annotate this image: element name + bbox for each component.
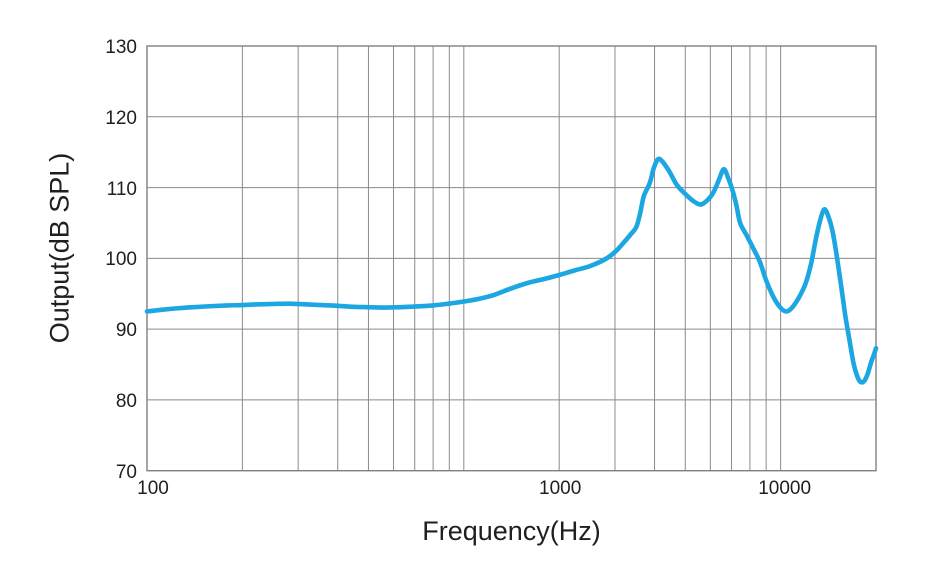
x-tick-label: 10000: [758, 478, 812, 499]
y-tick-label: 80: [115, 390, 137, 412]
plot-border: [146, 45, 877, 472]
x-axis-title: Frequency(Hz): [422, 516, 601, 546]
y-tick-label: 120: [105, 107, 137, 129]
y-tick-label: 90: [115, 320, 137, 342]
y-tick-label: 100: [105, 249, 137, 271]
y-tick-label: 130: [105, 37, 137, 58]
frequency-response-curve: [144, 156, 879, 385]
x-tick-label: 1000: [539, 478, 582, 499]
x-tick-label: 100: [137, 478, 169, 499]
y-tick-label: 110: [106, 178, 137, 200]
y-tick-label: 70: [115, 461, 137, 483]
